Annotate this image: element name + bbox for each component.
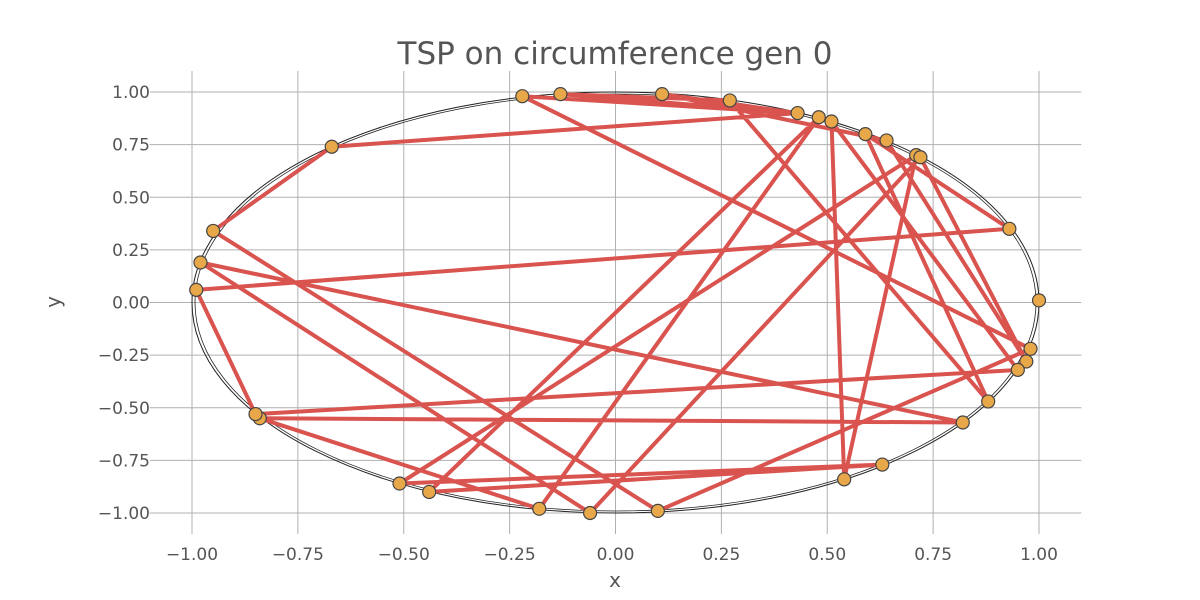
city-point — [1002, 221, 1017, 236]
city-point — [324, 139, 339, 154]
city-point — [879, 133, 894, 148]
city-point — [1019, 354, 1034, 369]
city-point — [392, 476, 407, 491]
x-tick-label: −0.25 — [484, 545, 536, 565]
city-points — [189, 87, 1047, 521]
city-point — [955, 415, 970, 430]
x-tick-label: −0.75 — [272, 545, 324, 565]
y-tick-label: −0.75 — [98, 451, 150, 471]
x-axis-label: x — [609, 568, 621, 592]
city-point — [722, 93, 737, 108]
city-point — [824, 114, 839, 129]
x-tick-label: −0.50 — [378, 545, 430, 565]
x-tick-label: −1.00 — [166, 545, 218, 565]
tick-labels: −1.00 −0.75 −0.50 −0.25 0.00 0.25 0.50 0.75 1.00… — [98, 83, 1058, 565]
x-tick-label: 0.50 — [808, 545, 846, 565]
y-tick-label: −0.50 — [98, 399, 150, 419]
city-point — [981, 394, 996, 409]
x-tick-label: 0.00 — [597, 545, 635, 565]
y-tick-label: −1.00 — [98, 504, 150, 524]
city-point — [654, 87, 670, 102]
city-point — [553, 87, 568, 102]
city-point — [193, 255, 208, 270]
city-point — [1031, 293, 1047, 308]
route-line — [194, 92, 1033, 515]
city-point — [837, 472, 852, 487]
city-point — [790, 105, 805, 121]
city-point — [875, 457, 890, 472]
y-tick-label: 0.25 — [112, 241, 150, 261]
city-point — [206, 223, 221, 239]
chart-title: TSP on circumference gen 0 — [397, 36, 833, 72]
x-tick-label: 0.75 — [914, 545, 952, 565]
city-point — [913, 150, 928, 165]
y-tick-label: 1.00 — [112, 83, 150, 103]
x-tick-label: 0.25 — [702, 545, 740, 565]
city-point — [248, 406, 263, 422]
x-tick-label: 1.00 — [1020, 545, 1058, 565]
city-point — [582, 505, 598, 521]
city-point — [515, 89, 530, 104]
city-point — [811, 110, 826, 125]
city-point — [650, 503, 665, 518]
city-point — [858, 127, 873, 142]
y-tick-label: 0.75 — [112, 136, 150, 156]
route-path — [194, 92, 1033, 515]
y-axis-label: y — [41, 296, 65, 308]
city-point — [1023, 341, 1038, 356]
city-point — [189, 282, 204, 297]
y-tick-label: −0.25 — [98, 346, 150, 366]
city-point — [1010, 362, 1025, 377]
y-tick-label: 0.00 — [112, 294, 150, 314]
city-point — [422, 484, 437, 500]
y-tick-label: 0.50 — [112, 188, 150, 208]
city-point — [532, 501, 547, 516]
